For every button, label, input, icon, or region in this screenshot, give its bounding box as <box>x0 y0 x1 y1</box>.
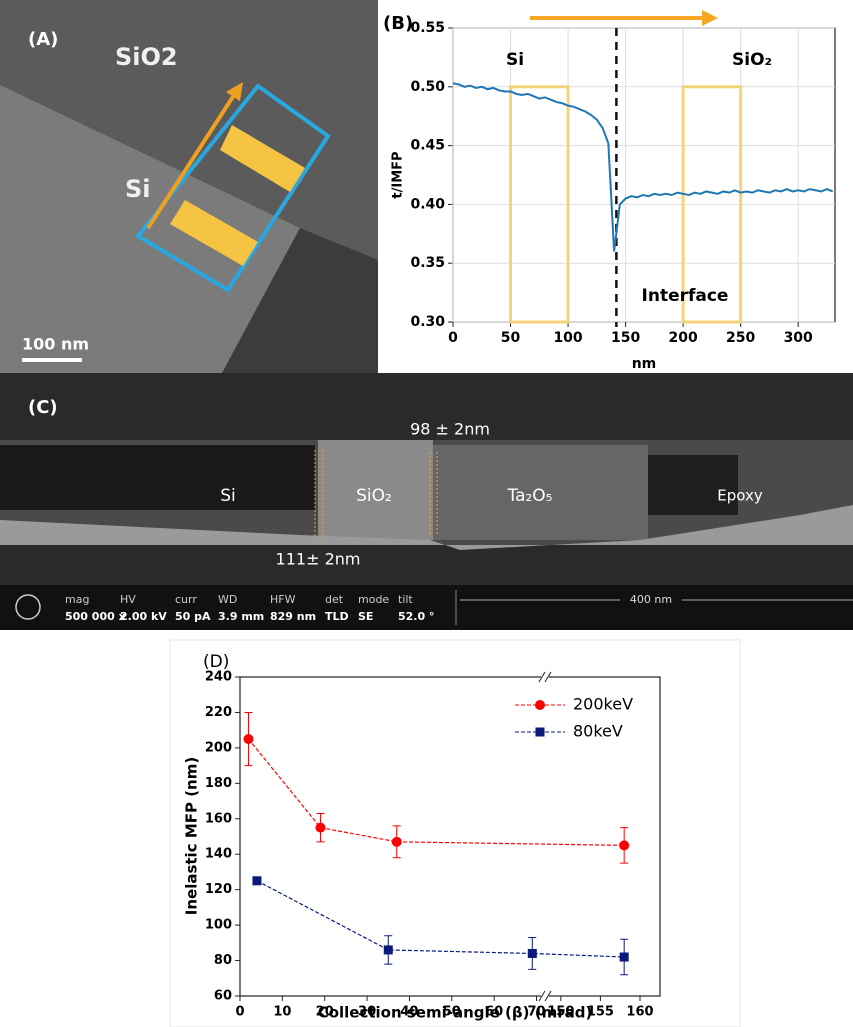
x-tick-label: 250 <box>726 330 755 346</box>
status-bar <box>0 585 853 630</box>
figure: (A) SiO2 Si 100 nm 0.300.350.400.450.500… <box>0 0 853 1027</box>
y-tick-label: 100 <box>205 918 232 933</box>
status-value: 3.9 mm <box>218 610 264 623</box>
legend-marker <box>536 728 545 737</box>
y-tick-label: 160 <box>205 811 232 826</box>
legend-label: 200keV <box>573 695 633 714</box>
y-tick-label: 60 <box>214 989 232 1004</box>
y-tick-label: 0.55 <box>410 20 445 36</box>
status-value: SE <box>358 610 373 623</box>
legend-label: 80keV <box>573 722 623 741</box>
status-label: mode <box>358 593 389 606</box>
data-point <box>392 837 402 847</box>
x-tick-label: 0 <box>235 1005 244 1020</box>
x-tick-label: 100 <box>553 330 582 346</box>
layer-label: Epoxy <box>717 487 763 505</box>
panel-label: (A) <box>28 29 58 50</box>
y-tick-label: 0.35 <box>410 255 445 271</box>
status-label: HV <box>120 593 136 606</box>
y-tick-label: 200 <box>205 740 232 755</box>
panel-label: (D) <box>203 652 229 672</box>
status-label: WD <box>218 593 237 606</box>
data-point <box>384 945 393 954</box>
x-axis-label: Collection semi-angle (β) (mrad) <box>318 1004 593 1022</box>
panel-c: (C) 98 ± 2nm 111± 2nm Si SiO₂ Ta₂O₅ Epox… <box>0 373 853 630</box>
layer-label: Ta₂O₅ <box>507 486 553 506</box>
x-tick-label: 200 <box>669 330 698 346</box>
status-value: 52.0 ° <box>398 610 434 623</box>
data-point <box>315 823 325 833</box>
y-tick-label: 0.40 <box>410 196 445 212</box>
y-tick-label: 220 <box>205 705 232 720</box>
y-axis-label: t/IMFP <box>391 151 406 198</box>
epoxy-layer <box>648 455 738 515</box>
status-value: 50 pA <box>175 610 211 623</box>
status-value: 2.00 kV <box>120 610 167 623</box>
data-point <box>252 876 261 885</box>
y-tick-label: 140 <box>205 847 232 862</box>
status-value: 500 000 x <box>65 610 126 623</box>
thickness-label: 111± 2nm <box>276 550 361 569</box>
panel-label: (B) <box>383 13 413 34</box>
x-tick-label: 300 <box>784 330 813 346</box>
annotation: Si <box>506 50 524 70</box>
thickness-label: 98 ± 2nm <box>410 420 490 439</box>
si-layer <box>0 445 315 510</box>
y-tick-label: 120 <box>205 882 232 897</box>
legend-marker <box>535 700 545 710</box>
status-label: tilt <box>398 593 413 606</box>
material-label: SiO2 <box>115 43 178 71</box>
layer-label: Si <box>220 486 236 506</box>
y-tick-label: 80 <box>214 953 232 968</box>
y-axis-label: Inelastic MFP (nm) <box>183 757 201 915</box>
chart-d: 6080100120140160180200220240010203040506… <box>183 652 661 1022</box>
panel-label: (C) <box>28 397 58 418</box>
status-value: TLD <box>325 610 349 623</box>
panel-a: (A) SiO2 Si 100 nm <box>0 0 378 373</box>
status-label: mag <box>65 593 89 606</box>
y-tick-label: 0.50 <box>410 79 445 95</box>
x-tick-label: 50 <box>501 330 521 346</box>
scale-bar-label: 400 nm <box>630 593 672 606</box>
annotation: SiO₂ <box>732 50 772 70</box>
x-tick-label: 160 <box>626 1005 653 1020</box>
status-label: HFW <box>270 593 296 606</box>
data-point <box>619 840 629 850</box>
scale-bar-label: 100 nm <box>22 335 89 354</box>
x-tick-label: 10 <box>273 1005 291 1020</box>
status-value: 829 nm <box>270 610 316 623</box>
layer-label: SiO₂ <box>356 486 392 506</box>
x-tick-label: 0 <box>448 330 458 346</box>
status-label: det <box>325 593 344 606</box>
y-tick-label: 0.30 <box>410 314 445 330</box>
x-tick-label: 150 <box>611 330 640 346</box>
status-label: curr <box>175 593 197 606</box>
x-axis-label: nm <box>632 356 657 372</box>
annotation: Interface <box>642 286 729 306</box>
material-label: Si <box>125 175 151 203</box>
y-tick-label: 0.45 <box>410 138 445 154</box>
data-point <box>620 953 629 962</box>
y-tick-label: 180 <box>205 776 232 791</box>
data-point <box>528 949 537 958</box>
data-point <box>243 734 253 744</box>
